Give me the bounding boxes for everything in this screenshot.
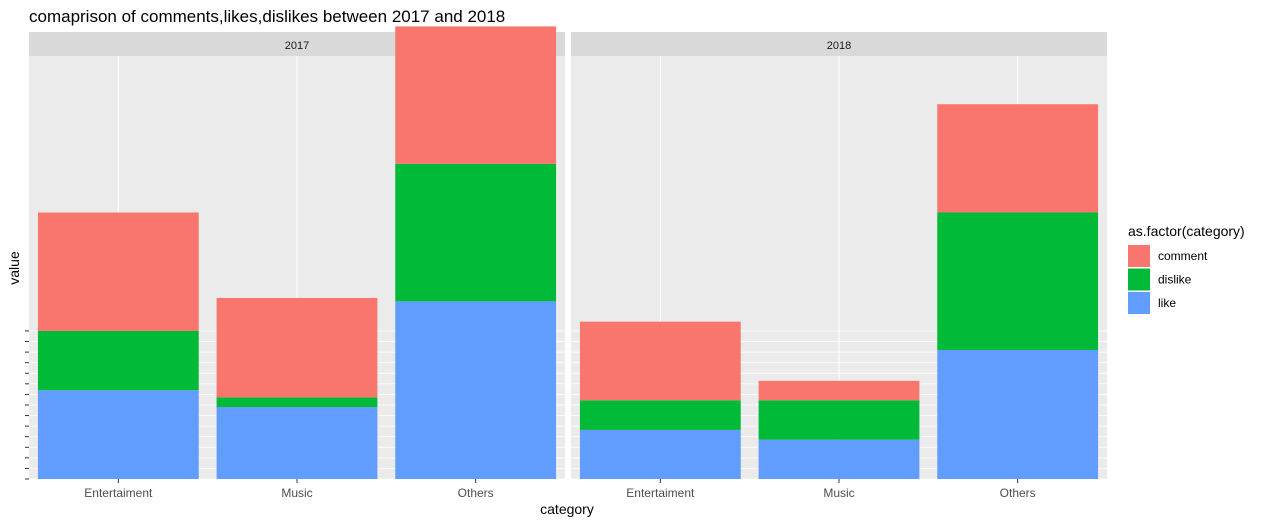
y-axis-ticks: [25, 330, 29, 480]
bar-2018-music-dislike: [758, 400, 920, 440]
bar-2017-others-like: [395, 301, 557, 479]
bar-2018-others-comment: [937, 104, 1099, 213]
facet-panel-2018: 2018 Entertaiment Music Others: [571, 32, 1107, 500]
bar-2018-entertaiment-dislike: [579, 400, 741, 430]
x-tick-label: Others: [1000, 486, 1036, 500]
bar-2017-others-dislike: [395, 163, 557, 302]
y-axis-title: value: [6, 251, 22, 285]
facet-strip-2018: [571, 32, 1107, 56]
x-tick-label: Music: [823, 486, 854, 500]
bar-2018-entertaiment-comment: [579, 321, 741, 401]
x-tick-label: Entertaiment: [84, 486, 153, 500]
legend-key-dislike: [1128, 268, 1150, 291]
legend-items: comment dislike like: [1128, 245, 1208, 314]
bar-2017-music-like: [216, 407, 378, 479]
legend: as.factor(category) comment dislike like: [1128, 223, 1245, 314]
legend-title: as.factor(category): [1128, 223, 1245, 239]
x-tick-label: Entertaiment: [626, 486, 695, 500]
bar-2018-music-like: [758, 439, 920, 479]
bar-2017-entertaiment-like: [37, 390, 199, 479]
legend-label-like: like: [1158, 296, 1176, 310]
facet-panel-2017: 2017 Entertaiment Music Others: [29, 26, 565, 500]
facet-strip-label-2018: 2018: [827, 40, 851, 52]
legend-key-comment: [1128, 245, 1150, 267]
x-tick-label: Music: [281, 486, 312, 500]
bar-2018-others-like: [937, 349, 1099, 479]
facet-panels: 2017 Entertaiment Music Others 2018 Entertaim…: [29, 26, 1107, 500]
bar-2018-entertaiment-like: [579, 429, 741, 479]
facet-strip-label-2017: 2017: [285, 40, 309, 52]
bar-2017-others-comment: [395, 26, 557, 164]
legend-label-comment: comment: [1158, 249, 1208, 263]
legend-key-like: [1128, 292, 1150, 314]
x-axis-title: category: [540, 501, 594, 517]
bar-2018-others-dislike: [937, 212, 1099, 350]
x-tick-label: Others: [458, 486, 494, 500]
legend-label-dislike: dislike: [1158, 273, 1192, 287]
bar-2017-entertaiment-comment: [37, 212, 199, 331]
bar-2018-music-comment: [758, 380, 920, 401]
bar-2017-music-comment: [216, 297, 378, 398]
bar-2017-music-dislike: [216, 397, 378, 408]
bar-2017-entertaiment-dislike: [37, 330, 199, 391]
chart-title: comaprison of comments,likes,dislikes be…: [29, 7, 505, 26]
